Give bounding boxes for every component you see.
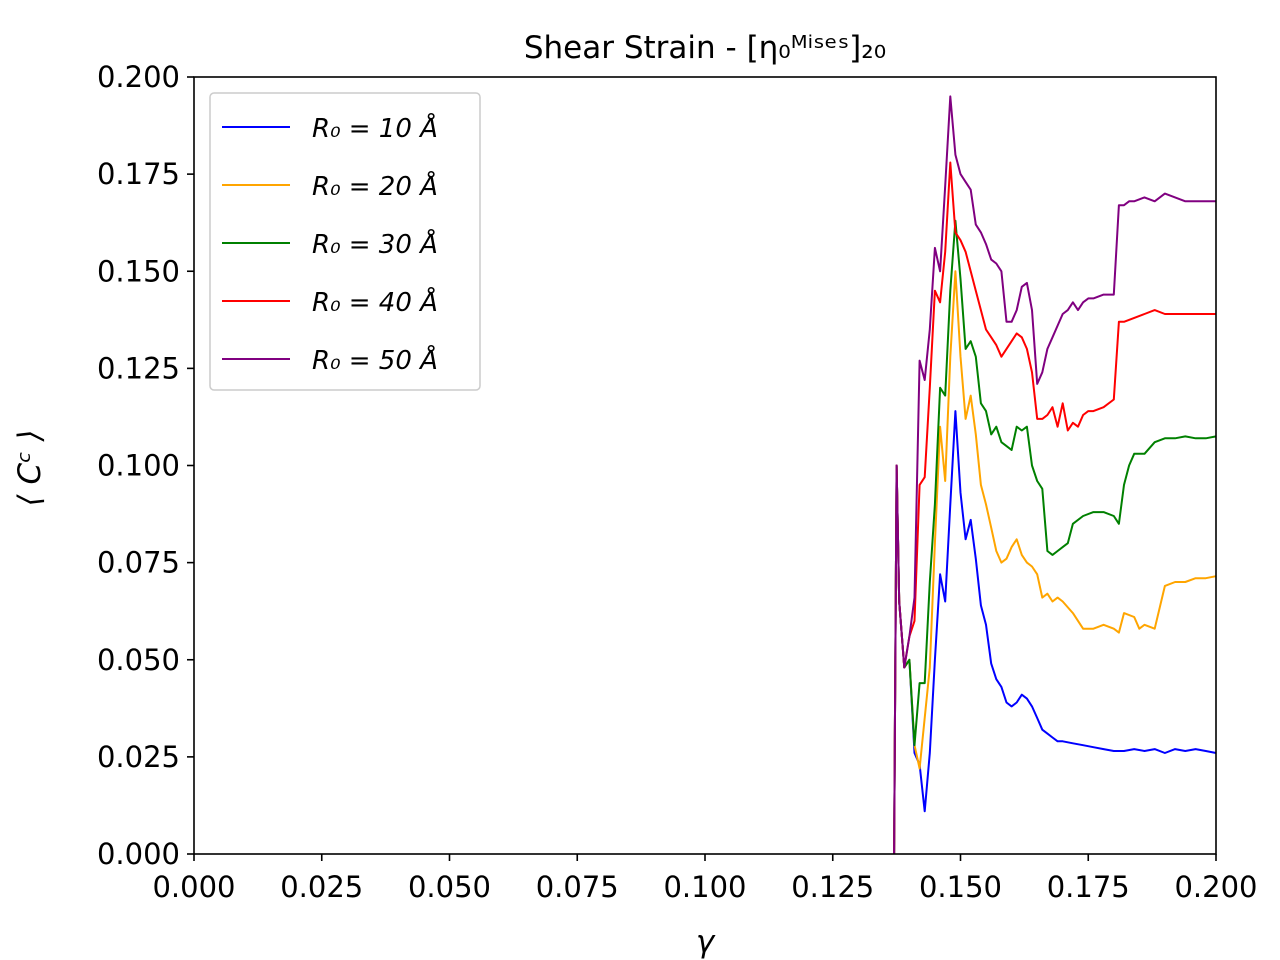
y-tick-label: 0.075 — [97, 546, 180, 580]
legend-label: R₀ = 10 Å — [312, 112, 438, 144]
x-tick-label: 0.150 — [919, 870, 1002, 904]
legend-box — [209, 92, 481, 391]
y-tick-label: 0.025 — [97, 740, 180, 774]
legend-label: R₀ = 30 Å — [312, 228, 438, 260]
y-tick-label: 0.175 — [97, 157, 180, 191]
series-line-2 — [893, 270, 1217, 855]
x-tick-label: 0.025 — [280, 870, 363, 904]
series-line-1 — [893, 410, 1217, 855]
series-line-4 — [893, 161, 1216, 855]
x-tick-label: 0.050 — [408, 870, 491, 904]
chart-title: Shear Strain - [η₀ᴹⁱˢᵉˢ]₂₀ — [524, 30, 886, 66]
x-tick-label: 0.200 — [1174, 870, 1257, 904]
x-axis: 0.000 0.025 0.050 0.075 0.100 0.125 0.150 0.175… — [152, 854, 1258, 904]
x-tick-label: 0.125 — [791, 870, 874, 904]
legend: R₀ = 10 Å R₀ = 20 Å R₀ = 30 Å R₀ = 40 Å R₀ =… — [209, 92, 481, 391]
x-tick-label: 0.000 — [152, 870, 235, 904]
x-axis-label: γ — [696, 924, 716, 960]
y-tick-label: 0.100 — [97, 449, 180, 483]
y-axis: 0.000 0.025 0.050 0.075 0.100 0.125 0.150 0.175… — [97, 60, 194, 871]
y-tick-label: 0.000 — [97, 837, 180, 871]
x-tick-label: 0.075 — [536, 870, 619, 904]
y-tick-label: 0.150 — [97, 254, 180, 288]
legend-label: R₀ = 20 Å — [312, 170, 438, 202]
x-tick-label: 0.175 — [1047, 870, 1130, 904]
series-line-3 — [893, 219, 1217, 855]
plot-area — [893, 95, 1217, 855]
legend-label: R₀ = 40 Å — [312, 286, 438, 318]
y-tick-label: 0.050 — [97, 643, 180, 677]
y-tick-label: 0.125 — [97, 351, 180, 385]
y-axis-label: ⟨ Cᶜ ⟩ — [12, 429, 48, 506]
y-tick-label: 0.200 — [97, 60, 180, 94]
series-line-5 — [893, 95, 1216, 855]
legend-label: R₀ = 50 Å — [312, 344, 438, 376]
x-tick-label: 0.100 — [663, 870, 746, 904]
